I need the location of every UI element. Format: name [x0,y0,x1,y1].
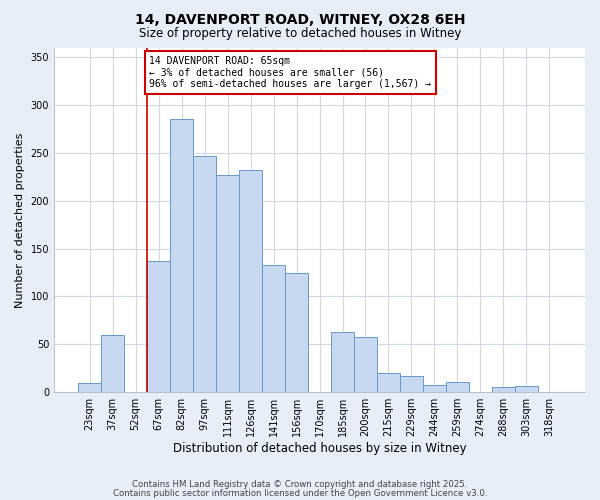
Bar [216,175,239,392]
Text: Contains public sector information licensed under the Open Government Licence v3: Contains public sector information licen… [113,488,487,498]
Bar [515,386,538,392]
Text: Contains HM Land Registry data © Crown copyright and database right 2025.: Contains HM Land Registry data © Crown c… [132,480,468,489]
Text: Size of property relative to detached houses in Witney: Size of property relative to detached ho… [139,28,461,40]
Text: 14 DAVENPORT ROAD: 65sqm
← 3% of detached houses are smaller (56)
96% of semi-de: 14 DAVENPORT ROAD: 65sqm ← 3% of detache… [149,56,431,90]
Bar [262,265,285,392]
X-axis label: Distribution of detached houses by size in Witney: Distribution of detached houses by size … [173,442,466,455]
Bar [423,384,446,392]
Y-axis label: Number of detached properties: Number of detached properties [15,132,25,308]
Bar [170,120,193,392]
Bar [331,332,354,392]
Text: 14, DAVENPORT ROAD, WITNEY, OX28 6EH: 14, DAVENPORT ROAD, WITNEY, OX28 6EH [135,12,465,26]
Bar [377,373,400,392]
Bar [147,261,170,392]
Bar [446,382,469,392]
Bar [354,336,377,392]
Bar [78,382,101,392]
Bar [101,335,124,392]
Bar [492,388,515,392]
Bar [239,170,262,392]
Bar [285,272,308,392]
Bar [400,376,423,392]
Bar [193,156,216,392]
